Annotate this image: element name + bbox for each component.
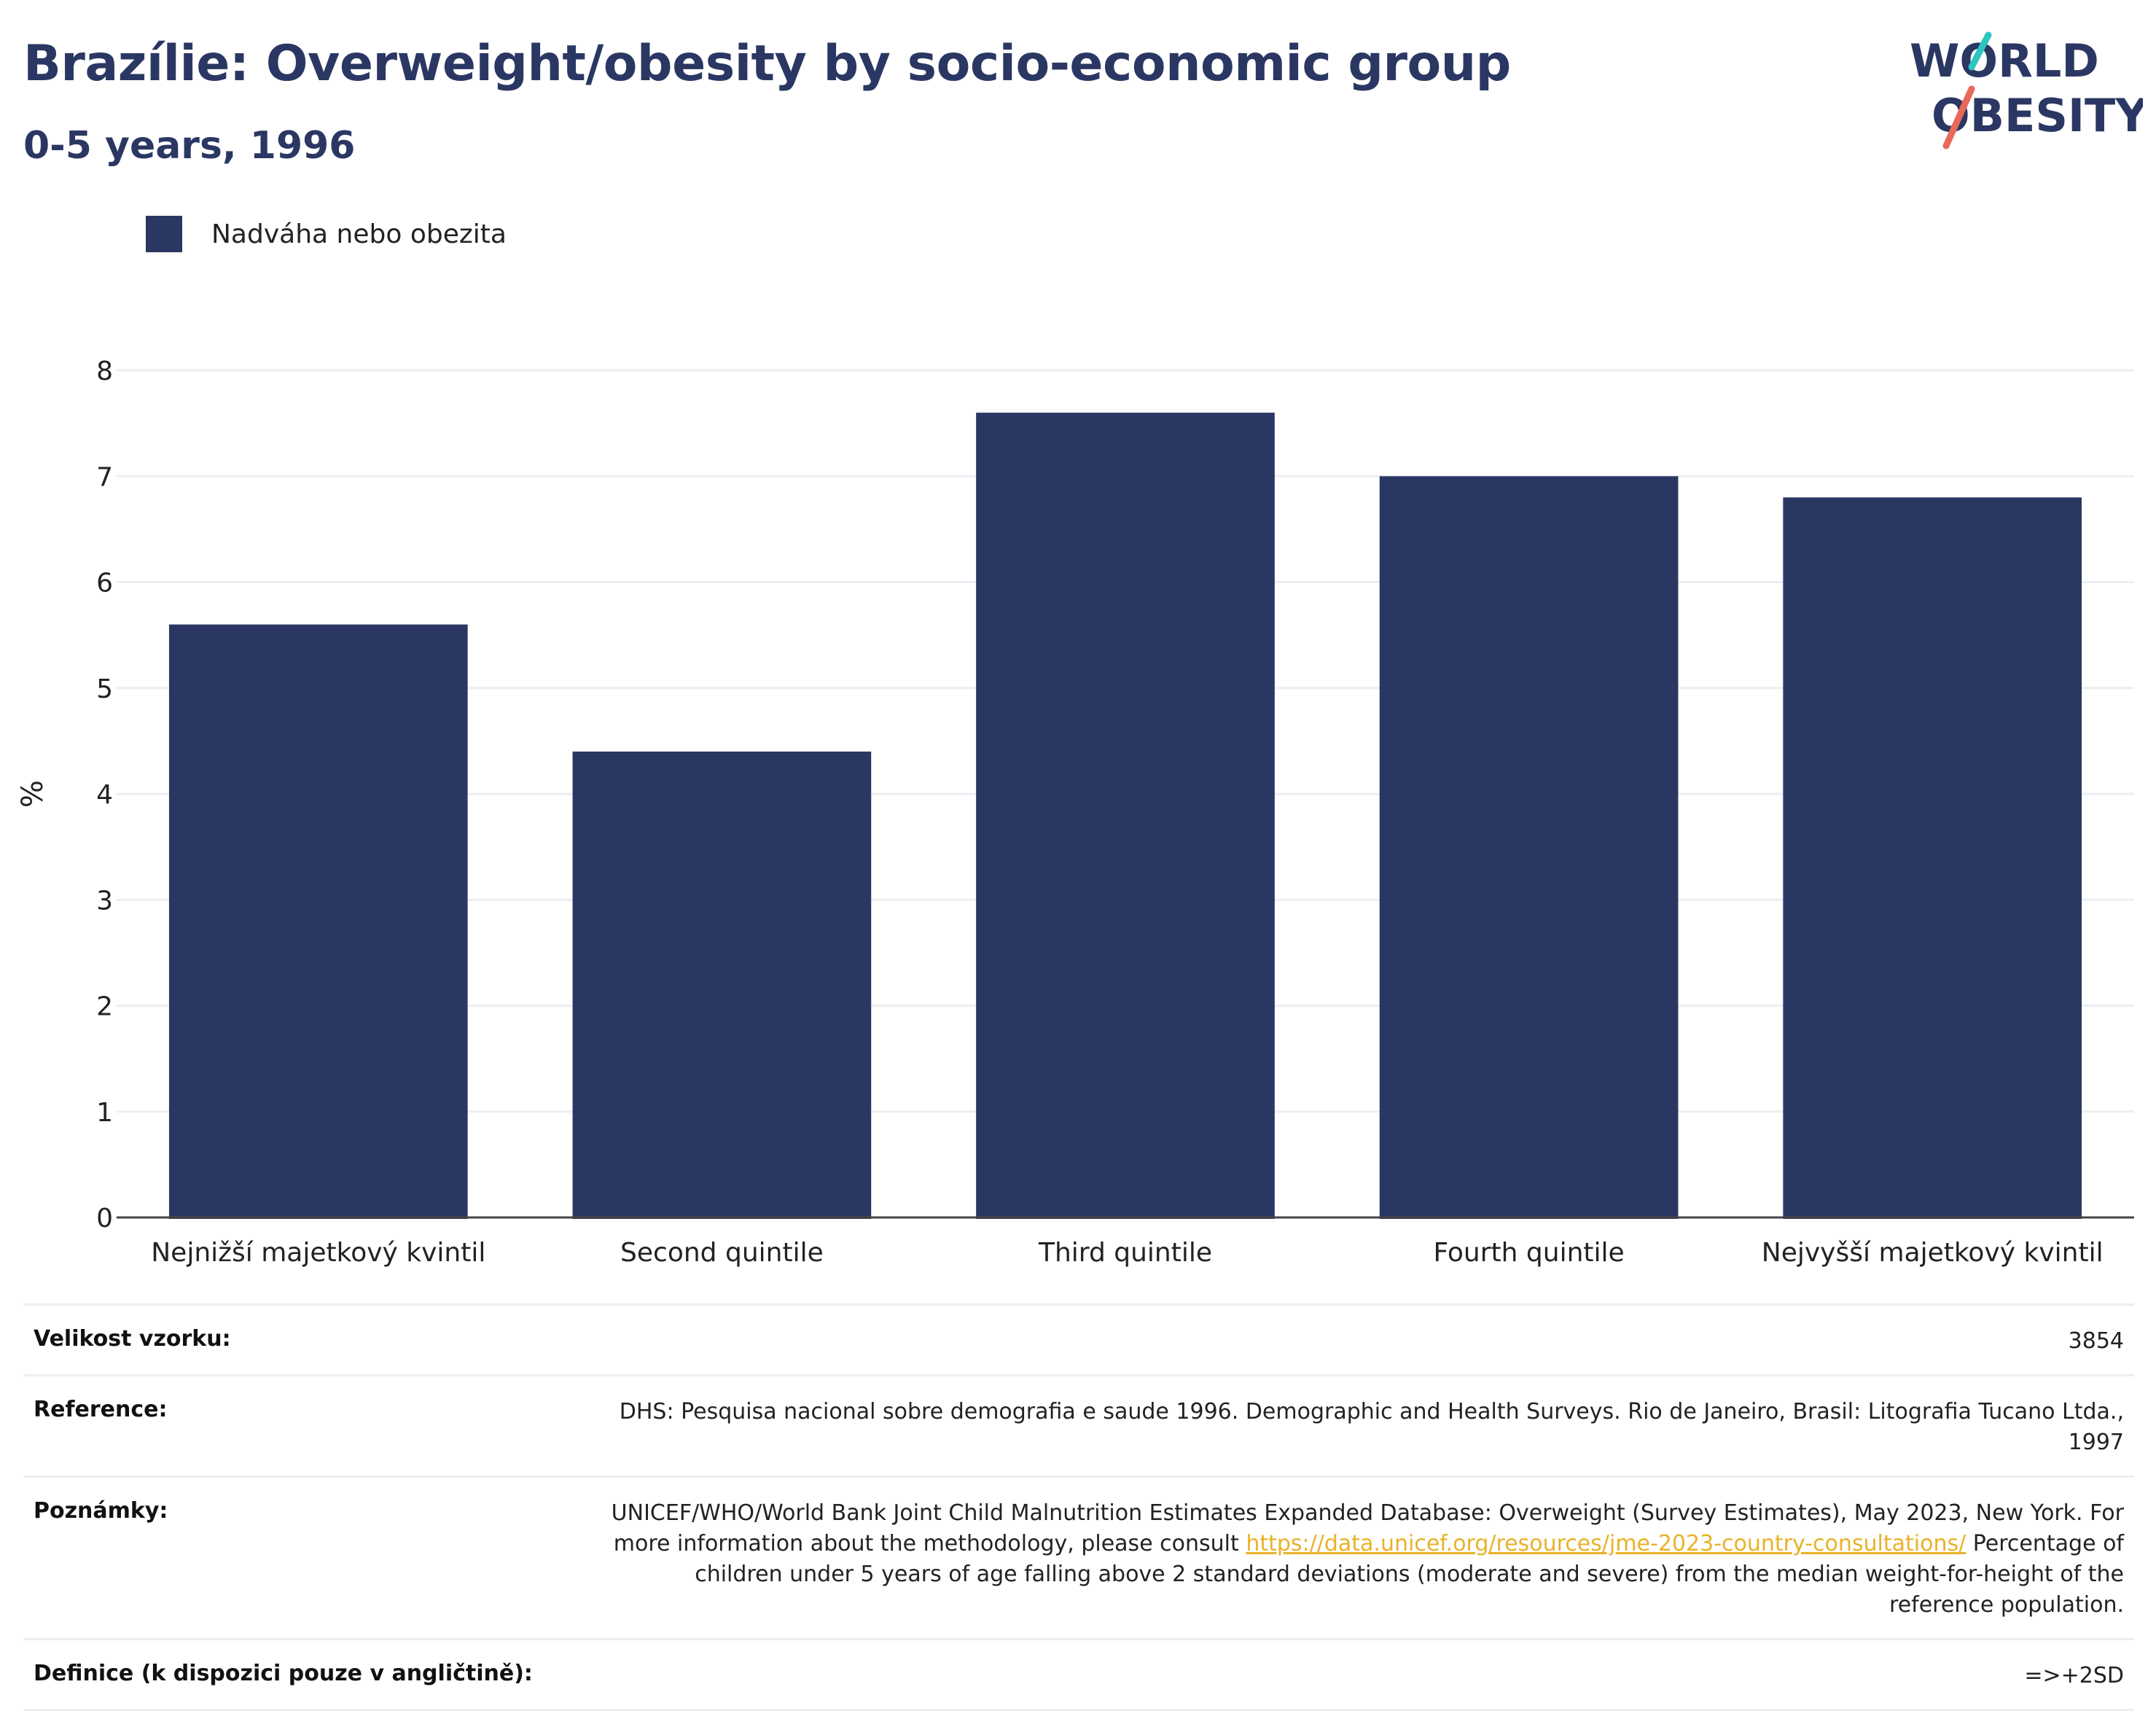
x-tick-label: Second quintile [620, 1238, 824, 1268]
world-obesity-logo: WORLD OBESITY [1910, 31, 2143, 149]
legend-swatch [146, 216, 182, 252]
y-tick-label: 5 [96, 674, 113, 704]
info-value: 3854 [2068, 1328, 2124, 1354]
logo-slash-red [1942, 85, 1975, 149]
y-tick-label: 7 [96, 462, 113, 492]
legend: Nadváha nebo obezita [146, 216, 507, 252]
bar [976, 413, 1275, 1219]
info-row-sample-size: Velikost vzorku: 3854 [23, 1303, 2134, 1374]
chart-title: Brazílie: Overweight/obesity by socio-ec… [23, 35, 1511, 93]
bar [1379, 476, 1679, 1219]
info-value: UNICEF/WHO/World Bank Joint Child Malnut… [608, 1498, 2124, 1621]
info-value: =>+2SD [2024, 1663, 2124, 1688]
info-value: DHS: Pesquisa nacional sobre demografia … [619, 1399, 2124, 1455]
y-axis-ticks: 0 1 2 3 4 5 6 7 8 [96, 356, 113, 1233]
logo-slash-teal [1968, 31, 1992, 71]
y-tick-label: 4 [96, 780, 113, 810]
x-axis-ticks: Nejnižší majetkový kvintil Second quintil… [151, 1238, 2103, 1268]
info-row-notes: Poznámky: UNICEF/WHO/World Bank Joint Ch… [23, 1476, 2134, 1638]
info-key: Poznámky: [34, 1498, 168, 1524]
info-row-reference: Reference: DHS: Pesquisa nacional sobre … [23, 1374, 2134, 1476]
x-tick-label: Nejvyšší majetkový kvintil [1762, 1238, 2104, 1268]
notes-text-before: UNICEF/WHO/World Bank Joint Child Malnut… [611, 1500, 2124, 1556]
logo-line1: WORLD [1910, 34, 2099, 87]
info-key: Reference: [34, 1397, 168, 1422]
info-key: Definice (k dispozici pouze v angličtině… [34, 1661, 533, 1686]
info-table: Velikost vzorku: 3854 Reference: DHS: Pe… [23, 1303, 2134, 1711]
y-tick-label: 3 [96, 886, 113, 916]
bar [168, 624, 468, 1219]
y-tick-label: 2 [96, 992, 113, 1022]
x-tick-label: Fourth quintile [1433, 1238, 1624, 1268]
methodology-link[interactable]: https://data.unicef.org/resources/jme-20… [1246, 1531, 1966, 1556]
y-axis-title: % [16, 780, 50, 808]
y-tick-label: 0 [96, 1204, 113, 1233]
bar-chart: 0 1 2 3 4 5 6 7 8 Nejnižší majetkový kvintil Seco… [16, 356, 2134, 1268]
info-row-definition: Definice (k dispozici pouze v angličtině… [23, 1638, 2134, 1711]
chart-subtitle: 0-5 years, 1996 [23, 124, 356, 168]
notes-text-after: Percentage of children under 5 years of … [695, 1531, 2124, 1618]
bars [168, 413, 2082, 1219]
legend-label: Nadváha nebo obezita [211, 219, 507, 249]
y-tick-label: 6 [96, 569, 113, 599]
x-tick-label: Nejnižší majetkový kvintil [151, 1238, 485, 1268]
x-tick-label: Third quintile [1038, 1238, 1212, 1268]
bar [572, 751, 872, 1219]
bar [1783, 497, 2082, 1219]
info-key: Velikost vzorku: [34, 1326, 231, 1352]
y-tick-label: 1 [96, 1098, 113, 1128]
y-tick-label: 8 [96, 356, 113, 386]
